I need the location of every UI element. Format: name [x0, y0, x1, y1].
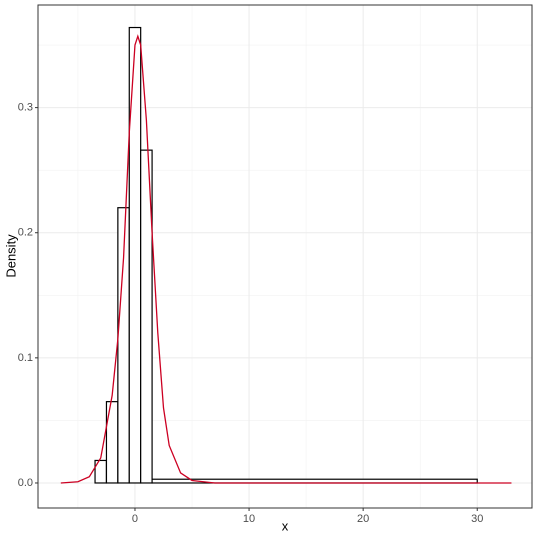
x-tick-label: 0: [132, 513, 138, 525]
y-tick-label: 0.0: [18, 477, 33, 489]
x-tick-label: 20: [357, 513, 369, 525]
y-tick-label: 0.3: [18, 102, 33, 114]
density-line: [60, 34, 512, 484]
y-axis-title: Density: [3, 234, 18, 278]
x-tick-label: 10: [243, 513, 255, 525]
y-tick-label: 0.1: [18, 352, 33, 364]
bar: [140, 149, 153, 484]
x-tick-label: 30: [471, 513, 483, 525]
panel-border: [37, 4, 533, 509]
y-tick-label: 0.2: [18, 227, 33, 239]
x-axis-title: x: [282, 518, 289, 533]
bar: [128, 26, 142, 484]
